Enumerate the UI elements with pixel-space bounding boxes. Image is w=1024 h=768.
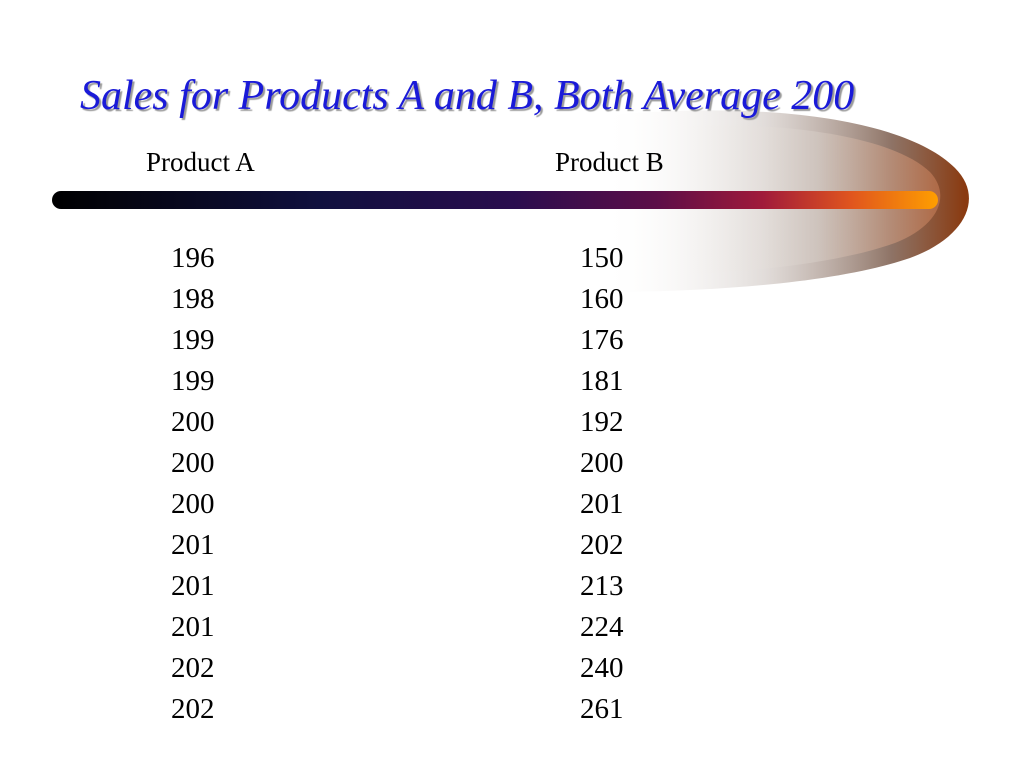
product-a-value: 199 [171, 365, 215, 397]
product-b-value: 192 [580, 406, 624, 438]
product-b-value: 150 [580, 242, 624, 274]
product-a-value: 200 [171, 488, 215, 520]
product-a-value: 201 [171, 611, 215, 643]
product-a-value: 202 [171, 693, 215, 725]
product-b-values: 150 160 176 181 192 200 201 202 213 224 … [580, 238, 624, 730]
product-a-value: 201 [171, 570, 215, 602]
product-a-value: 201 [171, 529, 215, 561]
product-a-value: 198 [171, 283, 215, 315]
product-a-value: 199 [171, 324, 215, 356]
product-b-value: 213 [580, 570, 624, 602]
product-b-value: 181 [580, 365, 624, 397]
slide-title: Sales for Products A and B, Both Average… [80, 73, 855, 119]
product-a-values: 196 198 199 199 200 200 200 201 201 201 … [171, 238, 215, 730]
product-a-value: 196 [171, 242, 215, 274]
product-b-value: 200 [580, 447, 624, 479]
product-b-value: 176 [580, 324, 624, 356]
product-b-value: 160 [580, 283, 624, 315]
product-b-value: 240 [580, 652, 624, 684]
product-a-value: 202 [171, 652, 215, 684]
divider-bar [52, 191, 938, 209]
product-b-value: 201 [580, 488, 624, 520]
product-b-value: 261 [580, 693, 624, 725]
product-a-value: 200 [171, 447, 215, 479]
product-a-header: Product A [146, 147, 255, 177]
product-b-value: 224 [580, 611, 624, 643]
product-b-value: 202 [580, 529, 624, 561]
product-b-header: Product B [555, 147, 664, 177]
product-a-value: 200 [171, 406, 215, 438]
